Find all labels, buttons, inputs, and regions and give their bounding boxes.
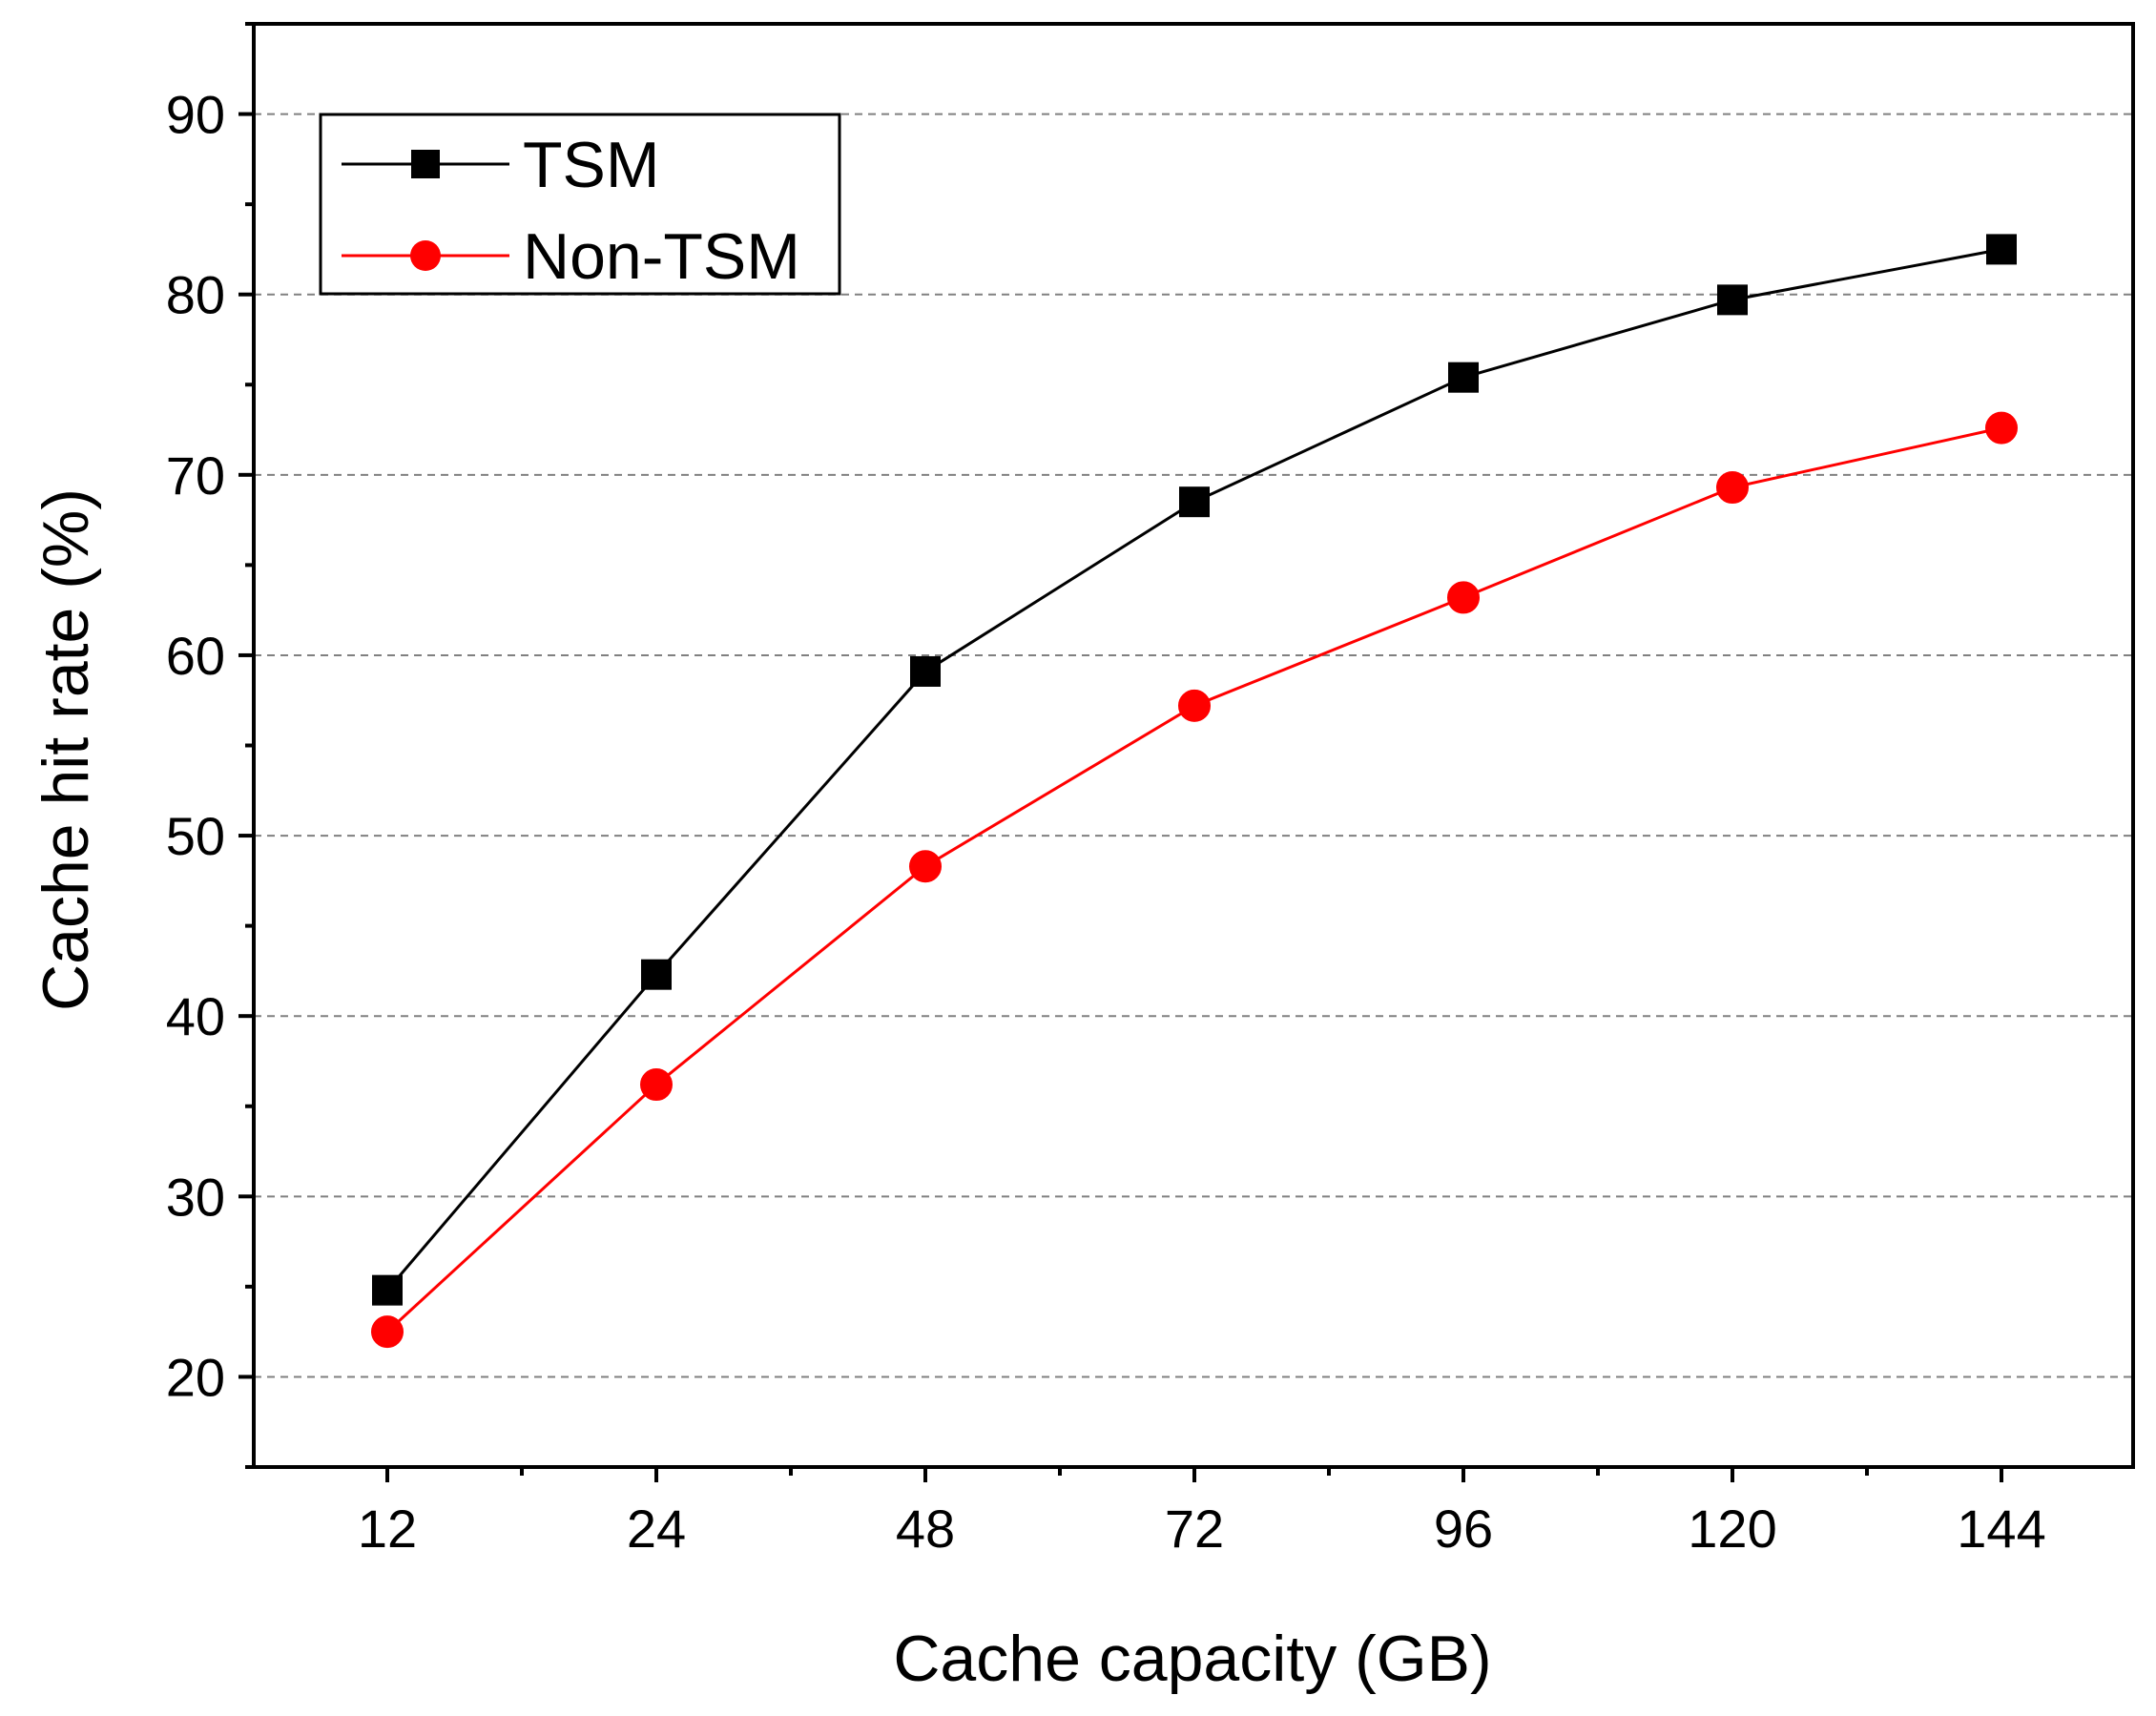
y-tick-label: 20: [166, 1347, 225, 1407]
x-tick-label: 144: [1957, 1499, 2045, 1559]
data-point-tsm: [1179, 486, 1210, 518]
data-point-tsm: [1986, 234, 2017, 265]
x-tick-label: 12: [358, 1499, 417, 1559]
data-point-tsm: [910, 655, 941, 687]
series-group: [371, 234, 2018, 1349]
y-tick-label: 80: [166, 265, 225, 325]
x-axis-title: Cache capacity (GB): [893, 1623, 1491, 1695]
legend: TSM Non-TSM: [319, 113, 841, 296]
y-tick-label: 70: [166, 445, 225, 506]
y-tick-label: 30: [166, 1167, 225, 1227]
y-axis-title: Cache hit rate (%): [30, 488, 102, 1011]
x-tick-label: 24: [627, 1499, 686, 1559]
x-tick-label: 96: [1434, 1499, 1493, 1559]
y-tick-label: 50: [166, 806, 225, 866]
y-tick-label: 40: [166, 986, 225, 1046]
data-point-tsm: [641, 959, 672, 990]
data-point-non-tsm: [909, 850, 942, 883]
legend-box: [319, 113, 841, 296]
data-point-tsm: [1717, 284, 1748, 316]
data-point-non-tsm: [640, 1068, 673, 1102]
data-point-tsm: [372, 1274, 403, 1306]
gridlines: [254, 113, 2133, 1378]
series-line-tsm: [385, 247, 2002, 1292]
x-tick-label: 48: [896, 1499, 955, 1559]
legend-label-tsm: TSM: [523, 129, 660, 201]
data-point-non-tsm: [1716, 471, 1749, 505]
data-point-tsm: [1448, 362, 1479, 393]
legend-marker-tsm: [411, 150, 440, 178]
data-point-non-tsm: [1985, 411, 2018, 445]
y-tick-label: 60: [166, 626, 225, 686]
axes: 20 30 40 50 60 70 80 90 12 24 48 72 96 120 144: [166, 22, 2046, 1559]
data-point-non-tsm: [1178, 689, 1211, 722]
data-point-non-tsm: [1447, 581, 1480, 614]
x-tick-label: 72: [1165, 1499, 1224, 1559]
y-tick-label: 90: [166, 85, 225, 145]
legend-label-non-tsm: Non-TSM: [523, 220, 800, 293]
data-point-non-tsm: [371, 1315, 404, 1349]
x-tick-label: 120: [1688, 1499, 1776, 1559]
legend-marker-non-tsm: [410, 240, 441, 271]
